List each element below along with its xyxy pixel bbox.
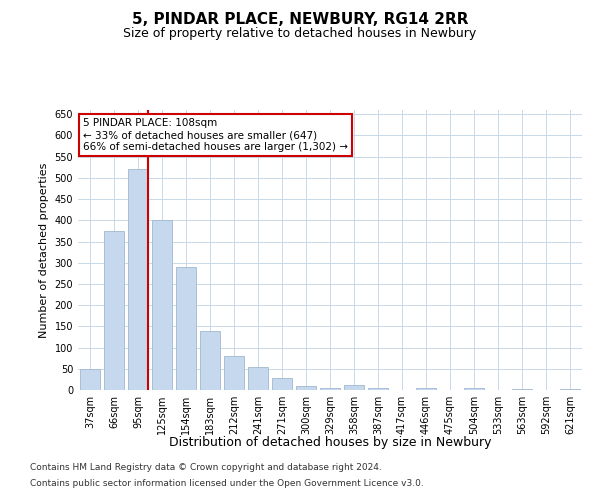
Bar [560, 389, 580, 390]
Y-axis label: Number of detached properties: Number of detached properties [39, 162, 49, 338]
Bar [320, 388, 340, 390]
Bar [416, 388, 436, 390]
Bar [104, 231, 124, 390]
Bar [152, 220, 172, 390]
Text: 5, PINDAR PLACE, NEWBURY, RG14 2RR: 5, PINDAR PLACE, NEWBURY, RG14 2RR [132, 12, 468, 28]
Bar [464, 388, 484, 390]
Text: Contains HM Land Registry data © Crown copyright and database right 2024.: Contains HM Land Registry data © Crown c… [30, 464, 382, 472]
Bar [344, 385, 364, 390]
Bar [272, 378, 292, 390]
Text: 5 PINDAR PLACE: 108sqm
← 33% of detached houses are smaller (647)
66% of semi-de: 5 PINDAR PLACE: 108sqm ← 33% of detached… [83, 118, 348, 152]
Text: Contains public sector information licensed under the Open Government Licence v3: Contains public sector information licen… [30, 478, 424, 488]
Bar [200, 330, 220, 390]
Bar [248, 366, 268, 390]
Bar [296, 386, 316, 390]
Bar [176, 267, 196, 390]
Text: Distribution of detached houses by size in Newbury: Distribution of detached houses by size … [169, 436, 491, 449]
Bar [224, 356, 244, 390]
Bar [80, 369, 100, 390]
Bar [512, 389, 532, 390]
Bar [128, 170, 148, 390]
Text: Size of property relative to detached houses in Newbury: Size of property relative to detached ho… [124, 28, 476, 40]
Bar [368, 388, 388, 390]
